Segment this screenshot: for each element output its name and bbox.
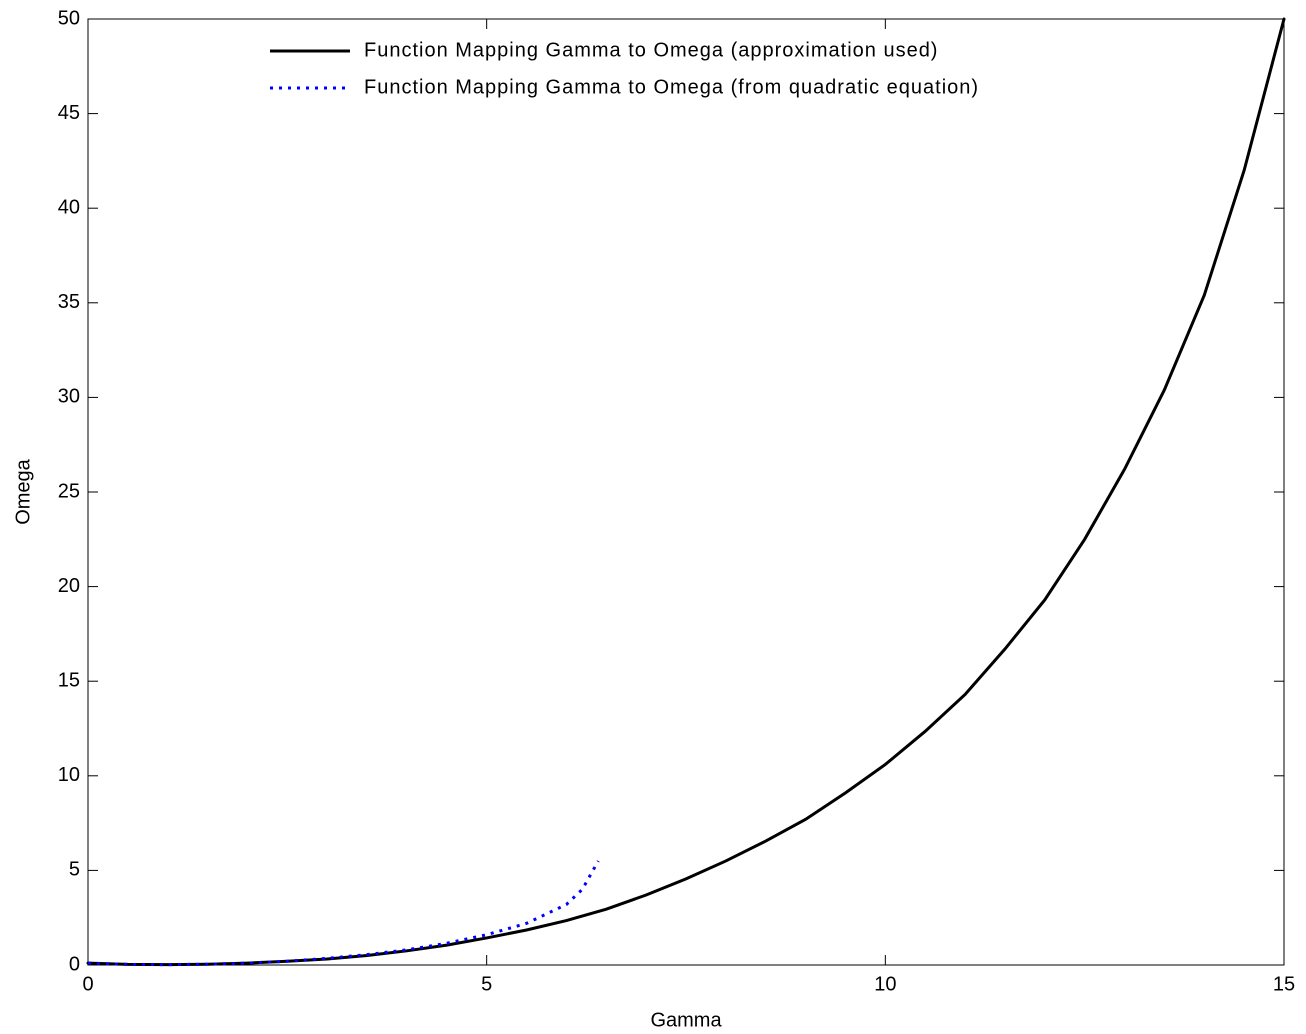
legend-label: Function Mapping Gamma to Omega (approxi… [364, 39, 938, 61]
y-tick-label: 30 [58, 386, 80, 408]
y-axis-label: Omega [12, 458, 34, 524]
x-tick-label: 5 [481, 973, 492, 995]
y-tick-label: 15 [58, 669, 80, 691]
y-tick-label: 25 [58, 480, 80, 502]
x-axis-label: Gamma [650, 1009, 722, 1031]
y-tick-label: 10 [58, 764, 80, 786]
legend-label: Function Mapping Gamma to Omega (from qu… [364, 76, 979, 98]
y-tick-label: 20 [58, 575, 80, 597]
x-tick-label: 15 [1273, 973, 1295, 995]
y-tick-label: 40 [58, 196, 80, 218]
y-tick-label: 35 [58, 291, 80, 313]
x-tick-label: 10 [874, 973, 896, 995]
data-line [86, 17, 1286, 967]
y-tick-label: 50 [58, 7, 80, 29]
y-tick-label: 0 [69, 953, 80, 975]
x-tick-label: 0 [82, 973, 93, 995]
data-line [87, 860, 600, 967]
plot-frame [87, 18, 1285, 966]
y-tick-label: 45 [58, 102, 80, 124]
y-tick-label: 5 [69, 859, 80, 881]
